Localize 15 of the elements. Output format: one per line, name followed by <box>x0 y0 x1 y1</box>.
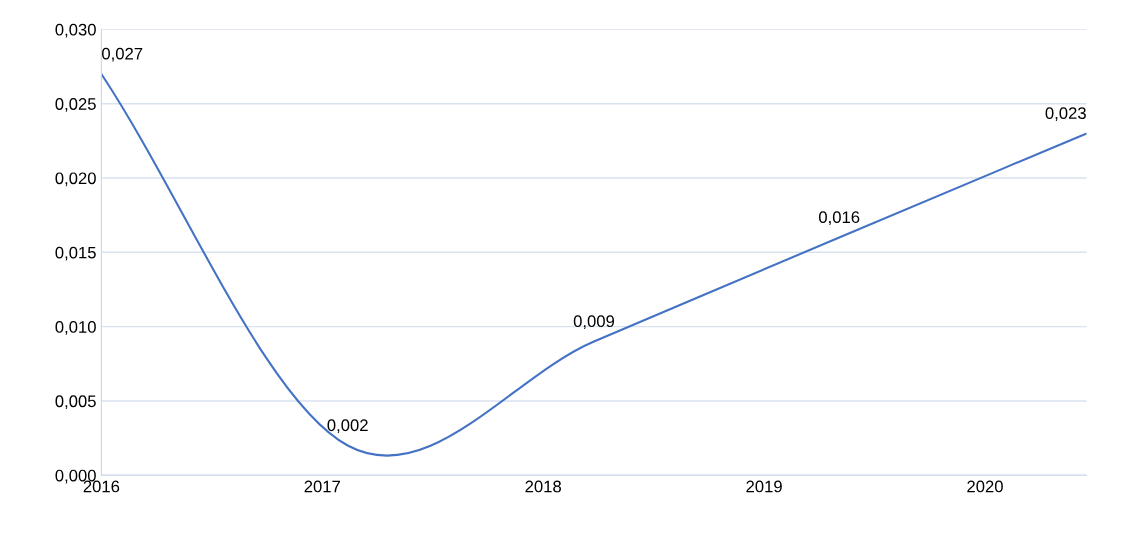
y-tick-label: 0,015 <box>55 246 96 261</box>
data-label: 0,016 <box>818 211 860 226</box>
x-tick-label: 2017 <box>304 480 340 493</box>
y-tick-label: 0,005 <box>55 395 96 410</box>
y-tick-label: 0,030 <box>55 23 96 38</box>
x-tick-label: 2018 <box>525 480 561 493</box>
y-tick-label: 0,020 <box>55 172 96 187</box>
data-label: 0,023 <box>1045 107 1086 121</box>
x-tick-label: 2020 <box>967 480 1003 493</box>
data-label: 0,027 <box>102 47 143 62</box>
y-tick-label: 0,010 <box>55 321 96 335</box>
data-label: 0,009 <box>573 315 615 330</box>
x-tick-label: 2019 <box>746 480 782 493</box>
data-label: 0,002 <box>327 419 368 434</box>
y-tick-label: 0,025 <box>55 98 96 112</box>
